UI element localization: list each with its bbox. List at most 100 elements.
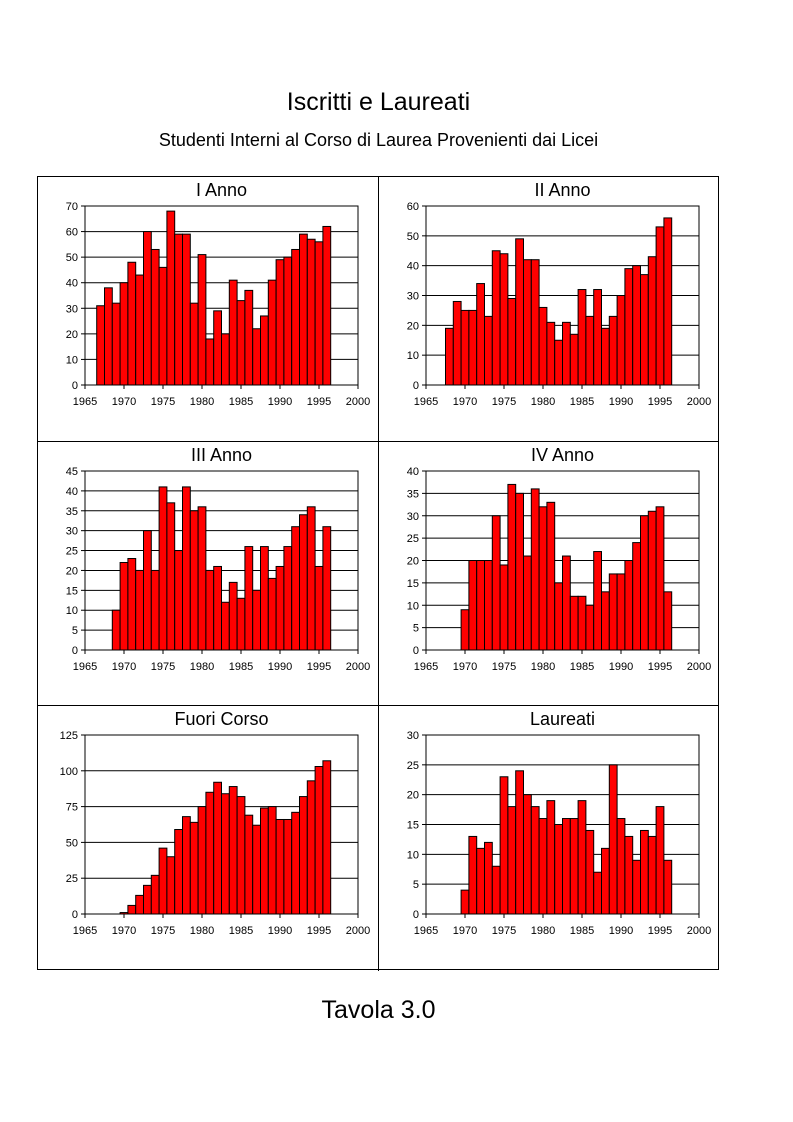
bar-1971 [468, 836, 478, 915]
x-tick-label: 1970 [453, 925, 477, 937]
y-tick-label: 20 [407, 320, 419, 332]
bar-1982 [554, 824, 563, 915]
bar-1993 [640, 514, 649, 651]
x-tick-label: 2000 [687, 661, 711, 673]
y-tick-label: 15 [66, 585, 78, 597]
plot-frame [84, 470, 359, 651]
bar-1974 [491, 866, 501, 915]
bar-1984 [228, 581, 238, 651]
bar-1973 [484, 559, 493, 651]
bar-1980 [197, 505, 207, 651]
x-tick-label: 1980 [190, 925, 214, 937]
bar-1985 [577, 289, 587, 386]
bar-1994 [306, 238, 316, 386]
y-tick-label: 60 [407, 201, 419, 213]
x-tick-label: 1990 [268, 396, 292, 408]
bar-1977 [174, 233, 183, 386]
x-tick-label: 1995 [307, 925, 331, 937]
bar-1990 [275, 259, 285, 386]
bar-1991 [283, 256, 293, 386]
x-tick-label: 1965 [73, 661, 97, 673]
y-tick-label: 70 [66, 201, 78, 213]
bar-1994 [647, 256, 657, 386]
bar-1992 [632, 541, 641, 651]
bar-1970 [119, 561, 129, 651]
bar-1995 [655, 226, 665, 386]
bar-1994 [647, 836, 657, 915]
bar-1975 [158, 847, 168, 915]
bar-1981 [546, 800, 556, 915]
bar-1983 [221, 601, 230, 651]
bar-1979 [530, 488, 540, 651]
bar-1987 [593, 550, 602, 651]
bar-1979 [530, 259, 540, 386]
y-tick-label: 40 [66, 486, 78, 498]
x-tick-label: 1985 [570, 925, 594, 937]
bar-1973 [484, 842, 493, 915]
y-tick-label: 10 [66, 354, 78, 366]
chart-title: I Anno [196, 180, 247, 200]
x-tick-label: 1975 [492, 661, 516, 673]
bar-1985 [236, 796, 246, 915]
bar-1986 [585, 604, 595, 651]
x-tick-label: 1965 [414, 925, 438, 937]
x-tick-label: 1980 [531, 925, 555, 937]
x-tick-label: 1985 [229, 925, 253, 937]
bar-1996 [322, 760, 332, 915]
charts-grid: I Anno 0 10 20 30 40 50 60 70 1965 1970 1975 1980 198… [37, 176, 719, 971]
chart-title: Fuori Corso [174, 709, 268, 729]
y-tick-label: 50 [407, 231, 419, 243]
bar-1990 [616, 295, 626, 386]
bar-1984 [569, 333, 579, 386]
bar-1981 [205, 338, 215, 386]
bar-1979 [189, 302, 199, 386]
x-tick-label: 1985 [570, 661, 594, 673]
y-tick-label: 10 [66, 605, 78, 617]
x-tick-label: 1965 [414, 396, 438, 408]
bar-1978 [523, 555, 532, 651]
x-tick-label: 1990 [609, 396, 633, 408]
chart-svg: Fuori Corso 0 25 50 75 100 125 1965 1970 1975 1980… [60, 709, 371, 937]
x-tick-label: 1995 [648, 396, 672, 408]
bar-1981 [205, 569, 215, 651]
bar-1988 [260, 545, 269, 651]
bar-1970 [460, 889, 470, 915]
bar-1974 [150, 569, 160, 651]
y-tick-label: 20 [66, 565, 78, 577]
bar-1976 [507, 806, 517, 915]
bar-1972 [476, 283, 485, 386]
bar-1991 [624, 836, 634, 915]
bar-1985 [577, 800, 587, 915]
bar-1980 [538, 505, 548, 651]
y-tick-label: 30 [407, 730, 419, 742]
chart-panel-i-anno: I Anno 0 10 20 30 40 50 60 70 1965 1970 1975 1980 198… [38, 177, 379, 442]
plot-frame [425, 470, 700, 651]
bar-1971 [127, 261, 137, 386]
bar-1993 [299, 233, 308, 386]
y-tick-label: 25 [407, 760, 419, 772]
bar-1995 [314, 565, 324, 651]
bar-1970 [460, 608, 470, 651]
bar-1988 [601, 848, 610, 915]
bar-1968 [104, 287, 113, 386]
chart-panel-ii-anno: II Anno 0 10 20 30 40 50 60 1965 1970 1975 1980 1985… [379, 177, 719, 442]
bar-1992 [291, 525, 300, 651]
bar-1983 [221, 793, 230, 915]
x-tick-label: 1990 [268, 661, 292, 673]
x-tick-label: 1985 [570, 396, 594, 408]
bar-1988 [601, 590, 610, 651]
bar-1978 [182, 233, 191, 386]
x-tick-label: 1995 [648, 661, 672, 673]
chart-svg: III Anno 0 5 10 15 20 25 30 35 40 45 1965 1970 1975 19… [66, 445, 370, 673]
y-tick-label: 45 [66, 466, 78, 478]
x-tick-label: 1990 [609, 925, 633, 937]
x-tick-label: 1965 [73, 925, 97, 937]
bar-1976 [166, 856, 176, 915]
bar-1970 [119, 282, 129, 386]
chart-panel-iii-anno: III Anno 0 5 10 15 20 25 30 35 40 45 1965 1970 1975 19… [38, 441, 379, 707]
bar-1986 [244, 289, 254, 386]
bar-1981 [546, 501, 556, 651]
bar-1996 [322, 525, 332, 651]
chart-svg: Laureati 0 5 10 15 20 25 30 1965 1970 1975 1980 1985… [407, 709, 711, 937]
bar-1994 [306, 780, 316, 915]
